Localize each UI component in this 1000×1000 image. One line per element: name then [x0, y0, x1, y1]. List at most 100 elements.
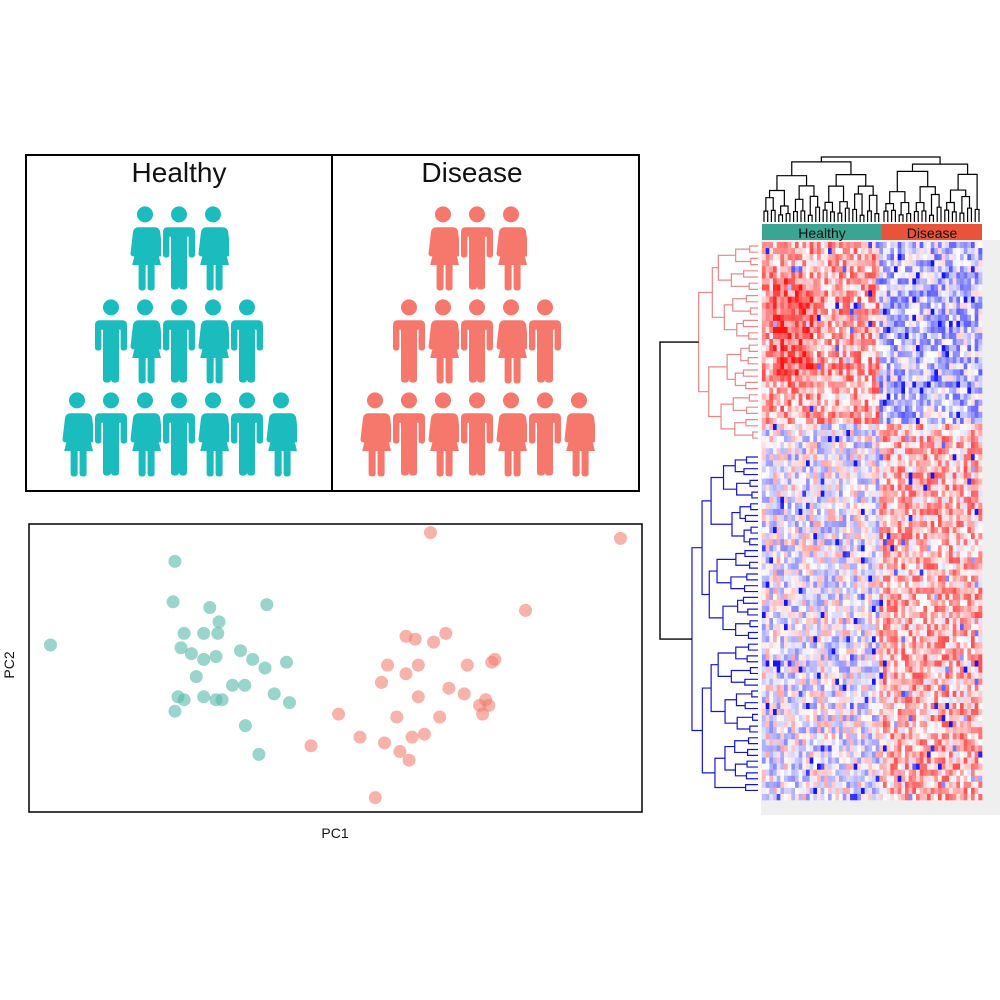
heatmap-cell	[791, 278, 796, 285]
heatmap-cell	[908, 448, 913, 455]
heatmap-cell	[787, 308, 792, 316]
heatmap-cell	[842, 260, 847, 267]
heatmap-cell	[971, 569, 975, 576]
heatmap-cell	[941, 314, 946, 322]
heatmap-cell	[901, 521, 906, 528]
heatmap-cell	[894, 320, 898, 328]
heatmap-cell	[934, 290, 939, 297]
heatmap-cell	[846, 357, 851, 364]
heatmap-cell	[817, 551, 821, 558]
heatmap-cell	[839, 721, 843, 728]
heatmap-cell	[960, 593, 964, 601]
heatmap-cell	[927, 618, 931, 625]
heatmap-cell	[864, 423, 869, 431]
heatmap-cell	[842, 660, 847, 667]
heatmap-cell	[806, 302, 810, 310]
heatmap-cell	[824, 636, 829, 643]
heatmap-cell	[930, 502, 935, 510]
heatmap-cell	[956, 278, 961, 285]
heatmap-cell	[861, 284, 865, 291]
heatmap-cell	[861, 405, 865, 413]
heatmap-cell	[945, 666, 950, 673]
heatmap-cell	[861, 290, 865, 297]
heatmap-cell	[916, 624, 920, 631]
heatmap-cell	[769, 618, 774, 625]
heatmap-cell	[956, 611, 961, 619]
heatmap-cell	[908, 648, 913, 655]
heatmap-cell	[817, 727, 821, 734]
heatmap-cell	[875, 514, 880, 522]
heatmap-cell	[769, 733, 774, 740]
heatmap-cell	[831, 618, 836, 625]
heatmap-cell	[839, 605, 843, 613]
heatmap-cell	[912, 672, 917, 679]
heatmap-cell	[798, 709, 803, 716]
heatmap-cell	[879, 242, 884, 249]
heatmap-cell	[905, 611, 909, 619]
heatmap-cell	[861, 605, 865, 613]
heatmap-cell	[967, 696, 972, 704]
heatmap-cell	[787, 381, 792, 388]
heatmap-cell	[813, 326, 818, 334]
heatmap-cell	[857, 678, 862, 686]
heatmap-cell	[923, 430, 928, 437]
heatmap-cell	[820, 357, 825, 364]
heatmap-cell	[952, 618, 957, 625]
heatmap-cell	[773, 351, 777, 358]
person-female-icon	[496, 392, 527, 477]
heatmap-cell	[952, 521, 957, 528]
heatmap-cell	[901, 381, 906, 388]
heatmap-cell	[967, 290, 972, 297]
heatmap-cell	[795, 387, 799, 394]
heatmap-cell	[912, 375, 917, 382]
scatter-point	[226, 678, 239, 692]
heatmap-cell	[809, 290, 814, 297]
heatmap-cell	[765, 527, 770, 534]
heatmap-cell	[872, 393, 876, 400]
heatmap-cell	[883, 314, 887, 322]
heatmap-cell	[853, 545, 858, 552]
heatmap-cell	[868, 466, 873, 473]
heatmap-cell	[908, 308, 913, 316]
heatmap-cell	[780, 533, 785, 540]
heatmap-cell	[890, 314, 895, 322]
heatmap-cell	[978, 599, 983, 607]
heatmap-cell	[894, 611, 898, 619]
heatmap-cell	[886, 581, 891, 589]
heatmap-cell	[945, 363, 950, 370]
heatmap-cell	[941, 266, 946, 273]
heatmap-cell	[806, 575, 810, 582]
heatmap-cell	[890, 326, 895, 334]
heatmap-cell	[930, 521, 935, 528]
heatmap-cell	[776, 454, 781, 461]
heatmap-cell	[956, 417, 961, 425]
heatmap-cell	[798, 375, 803, 382]
heatmap-cell	[813, 454, 818, 461]
heatmap-cell	[828, 611, 832, 619]
heatmap-cell	[802, 508, 807, 516]
heatmap-cell	[886, 587, 891, 595]
heatmap-cell	[952, 721, 957, 728]
heatmap-cell	[879, 684, 884, 692]
heatmap-cell	[853, 702, 858, 710]
heatmap-cell	[762, 302, 766, 310]
heatmap-cell	[883, 654, 887, 661]
heatmap-cell	[952, 326, 957, 334]
heatmap-cell	[861, 654, 865, 661]
heatmap-cell	[798, 423, 803, 431]
heatmap-cell	[927, 296, 931, 303]
heatmap-cell	[787, 339, 792, 346]
heatmap-cell	[806, 709, 810, 716]
heatmap-cell	[828, 624, 832, 631]
heatmap-cell	[872, 508, 876, 516]
heatmap-cell	[839, 272, 843, 279]
heatmap-cell	[963, 684, 968, 692]
heatmap-cell	[773, 630, 777, 637]
heatmap-cell	[916, 678, 920, 686]
heatmap-cell	[963, 405, 968, 413]
heatmap-cell	[879, 642, 884, 649]
heatmap-cell	[861, 478, 865, 485]
heatmap-cell	[780, 460, 785, 467]
heatmap-cell	[861, 345, 865, 352]
heatmap-cell	[850, 581, 854, 589]
